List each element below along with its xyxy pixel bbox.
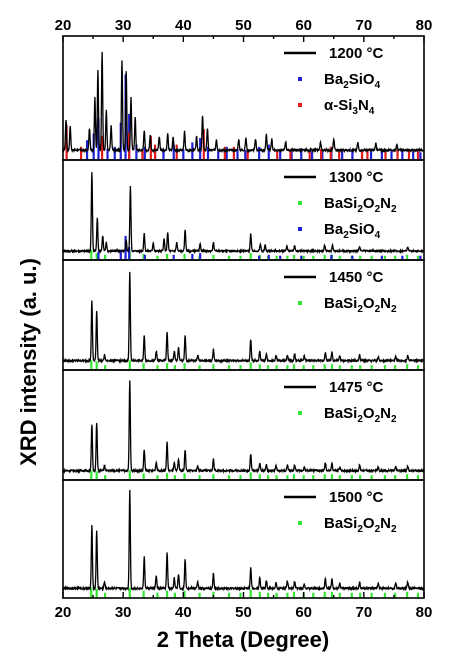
- legend-swatch-Ba2SiO4: [298, 77, 302, 81]
- x-tick-label-top: 30: [115, 17, 132, 34]
- formula-subscript: 2: [391, 524, 397, 535]
- legend-label-Ba2SiO4: Ba2SiO4: [324, 221, 381, 241]
- x-tick-label-bottom: 70: [355, 604, 372, 621]
- formula-text: N: [380, 195, 391, 212]
- x-tick-label-top: 50: [235, 17, 252, 34]
- formula-text: BaSi: [324, 295, 357, 312]
- formula-subscript: 2: [391, 414, 397, 425]
- formula-subscript: 2: [357, 304, 363, 315]
- formula-subscript: 2: [343, 230, 349, 241]
- formula-subscript: 2: [375, 524, 381, 535]
- formula-subscript: 2: [375, 304, 381, 315]
- x-tick-label-bottom: 30: [115, 604, 132, 621]
- legend-swatch-BaSi2O2N2: [298, 301, 302, 305]
- formula-subscript: 2: [343, 80, 349, 91]
- x-tick-label-bottom: 80: [416, 604, 433, 621]
- formula-text: α-Si: [324, 97, 352, 114]
- formula-text: BaSi: [324, 515, 357, 532]
- formula-subscript: 4: [369, 106, 375, 117]
- xrd-pattern: [62, 271, 425, 364]
- xrd-pattern: [62, 172, 425, 255]
- xrd-pattern: [62, 380, 425, 475]
- formula-subscript: 2: [391, 204, 397, 215]
- x-tick-label-top: 80: [416, 17, 433, 34]
- formula-text: O: [363, 515, 375, 532]
- formula-subscript: 2: [375, 414, 381, 425]
- formula-subscript: 2: [357, 414, 363, 425]
- legend-label-temperature: 1300 °C: [329, 169, 384, 186]
- x-tick-label-bottom: 50: [235, 604, 252, 621]
- legend-swatch-alpha_Si3N4: [298, 103, 302, 107]
- formula-text: O: [363, 195, 375, 212]
- legend-label-BaSi2O2N2: BaSi2O2N2: [324, 405, 397, 425]
- x-tick-label-bottom: 40: [175, 604, 192, 621]
- legend-label-temperature: 1475 °C: [329, 379, 384, 396]
- legend-label-Ba2SiO4: Ba2SiO4: [324, 71, 381, 91]
- legend-label-BaSi2O2N2: BaSi2O2N2: [324, 195, 397, 215]
- x-tick-label-top: 60: [295, 17, 312, 34]
- formula-text: BaSi: [324, 405, 357, 422]
- x-tick-label-top: 40: [175, 17, 192, 34]
- legend-swatch-BaSi2O2N2: [298, 411, 302, 415]
- formula-text: SiO: [349, 221, 375, 238]
- legend-swatch-Ba2SiO4: [298, 227, 302, 231]
- formula-text: O: [363, 295, 375, 312]
- formula-subscript: 2: [391, 304, 397, 315]
- x-axis-title: 2 Theta (Degree): [157, 627, 329, 652]
- x-tick-label-bottom: 20: [55, 604, 72, 621]
- legend-label-BaSi2O2N2: BaSi2O2N2: [324, 515, 397, 535]
- formula-subscript: 2: [357, 204, 363, 215]
- x-tick-label-top: 20: [55, 17, 72, 34]
- formula-text: O: [363, 405, 375, 422]
- xrd-pattern: [62, 51, 425, 154]
- x-tick-label-bottom: 60: [295, 604, 312, 621]
- formula-text: Ba: [324, 221, 344, 238]
- legend-label-temperature: 1500 °C: [329, 489, 384, 506]
- formula-text: BaSi: [324, 195, 357, 212]
- formula-subscript: 4: [375, 230, 381, 241]
- legend-label-alpha_Si3N4: α-Si3N4: [324, 97, 375, 117]
- formula-subscript: 3: [352, 106, 358, 117]
- formula-subscript: 2: [357, 524, 363, 535]
- y-axis-title: XRD intensity (a. u.): [16, 258, 41, 466]
- legend-label-temperature: 1200 °C: [329, 45, 384, 62]
- legend-swatch-BaSi2O2N2: [298, 201, 302, 205]
- formula-subscript: 2: [375, 204, 381, 215]
- x-tick-label-top: 70: [355, 17, 372, 34]
- formula-text: Ba: [324, 71, 344, 88]
- formula-text: N: [380, 295, 391, 312]
- formula-text: N: [358, 97, 369, 114]
- formula-text: SiO: [349, 71, 375, 88]
- formula-subscript: 4: [375, 80, 381, 91]
- legend-label-BaSi2O2N2: BaSi2O2N2: [324, 295, 397, 315]
- xrd-pattern: [62, 489, 425, 592]
- formula-text: N: [380, 515, 391, 532]
- legend-swatch-BaSi2O2N2: [298, 521, 302, 525]
- legend-label-temperature: 1450 °C: [329, 269, 384, 286]
- formula-text: N: [380, 405, 391, 422]
